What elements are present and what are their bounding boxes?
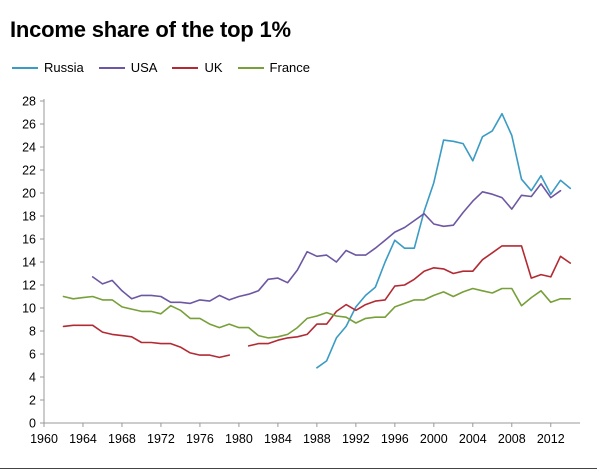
x-tick-label: 2008 bbox=[498, 432, 526, 446]
x-tick-label: 1992 bbox=[342, 432, 370, 446]
legend-item-usa: USA bbox=[98, 60, 158, 75]
y-tick-label: 18 bbox=[22, 210, 36, 224]
x-tick-label: 2000 bbox=[420, 432, 448, 446]
legend-swatch-uk bbox=[172, 66, 199, 69]
y-tick-label: 14 bbox=[22, 256, 36, 270]
legend-item-uk: UK bbox=[172, 60, 223, 75]
y-tick-label: 6 bbox=[29, 348, 36, 362]
x-tick-label: 1980 bbox=[225, 432, 253, 446]
legend-swatch-russia bbox=[12, 66, 38, 69]
x-tick-label: 1964 bbox=[69, 432, 97, 446]
legend-swatch-france bbox=[237, 66, 264, 69]
x-tick-label: 2004 bbox=[459, 432, 487, 446]
y-tick-label: 10 bbox=[22, 302, 36, 316]
legend-label-russia: Russia bbox=[44, 60, 84, 75]
series-line-france bbox=[62, 287, 572, 339]
y-tick-label: 12 bbox=[22, 279, 36, 293]
legend-label-usa: USA bbox=[130, 60, 158, 75]
legend-swatch-usa bbox=[98, 66, 125, 69]
legend-item-france: France bbox=[237, 60, 311, 75]
y-tick-label: 4 bbox=[29, 371, 36, 385]
x-tick-label: 1976 bbox=[186, 432, 214, 446]
x-tick-label: 1996 bbox=[381, 432, 409, 446]
y-tick-label: 16 bbox=[22, 233, 36, 247]
legend-item-russia: Russia bbox=[12, 60, 84, 75]
x-tick-label: 1988 bbox=[303, 432, 331, 446]
x-tick-label: 1984 bbox=[264, 432, 292, 446]
y-tick-label: 20 bbox=[22, 187, 36, 201]
y-tick-label: 26 bbox=[22, 118, 36, 132]
y-tick-label: 2 bbox=[29, 394, 36, 408]
bottom-rule bbox=[0, 468, 597, 469]
y-tick-label: 8 bbox=[29, 325, 36, 339]
y-tick-label: 24 bbox=[22, 141, 36, 155]
x-tick-label: 2012 bbox=[537, 432, 565, 446]
series-line-uk bbox=[62, 245, 572, 359]
series-line-usa bbox=[91, 183, 562, 305]
x-tick-label: 1960 bbox=[30, 432, 58, 446]
series-line-russia bbox=[316, 112, 572, 369]
legend-label-france: France bbox=[269, 60, 311, 75]
legend-label-uk: UK bbox=[204, 60, 223, 75]
y-tick-label: 28 bbox=[22, 95, 36, 109]
x-tick-label: 1968 bbox=[108, 432, 136, 446]
legend: Russia USA UK France bbox=[12, 60, 325, 75]
x-tick-label: 1972 bbox=[147, 432, 175, 446]
y-tick-label: 22 bbox=[22, 164, 36, 178]
y-tick-label: 0 bbox=[29, 417, 36, 431]
chart-title: Income share of the top 1% bbox=[10, 17, 291, 42]
